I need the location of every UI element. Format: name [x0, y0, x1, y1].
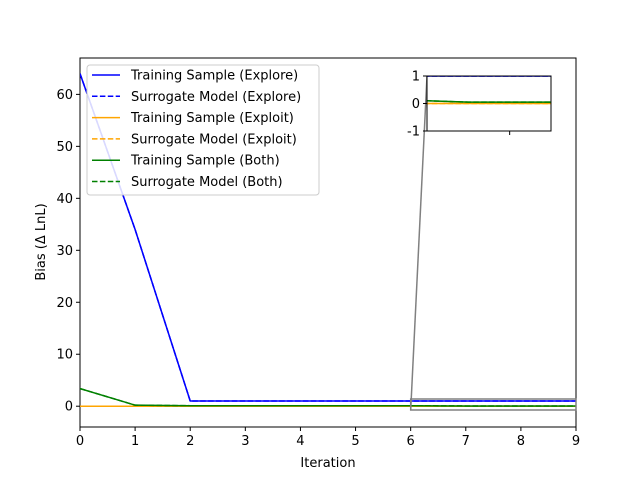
- legend-label-4: Surrogate Model (Exploit): [131, 132, 297, 147]
- legend: Training Sample (Explore) Surrogate Model…: [86, 64, 320, 196]
- y-axis-label: Bias (Δ LnL): [34, 203, 49, 280]
- y-tick-label: 50: [56, 140, 73, 155]
- x-tick-label: 3: [241, 434, 249, 449]
- x-tick-label: 0: [76, 434, 84, 449]
- x-tick-label: 8: [517, 434, 525, 449]
- x-tick-label: 9: [572, 434, 580, 449]
- inset-plot: -1 0 1: [407, 70, 552, 140]
- series-line-5: [80, 387, 576, 407]
- series-line-6: [80, 387, 576, 407]
- zoom-indicator: [409, 75, 577, 411]
- zoom-connector-left: [409, 75, 428, 411]
- x-tick-label: 6: [407, 434, 415, 449]
- y-tick-label: 30: [56, 244, 73, 259]
- x-tick-label: 2: [186, 434, 194, 449]
- legend-label-5: Training Sample (Both): [130, 154, 280, 169]
- legend-label-2: Surrogate Model (Explore): [131, 90, 301, 105]
- legend-label-3: Training Sample (Exploit): [130, 111, 294, 126]
- y-tick-label: 40: [56, 192, 73, 207]
- legend-box: [86, 64, 320, 196]
- inset-y-tick-label: -1: [407, 125, 420, 140]
- x-axis-label: Iteration: [300, 456, 355, 471]
- legend-label-1: Training Sample (Explore): [130, 69, 298, 84]
- y-tick-label: 10: [56, 348, 73, 363]
- y-tick-label: 0: [65, 400, 73, 415]
- legend-label-6: Surrogate Model (Both): [131, 175, 283, 190]
- x-tick-label: 5: [351, 434, 359, 449]
- series-line-2: [80, 73, 576, 402]
- main-plot-frame: [79, 57, 577, 428]
- inset-y-tick-label: 1: [412, 70, 420, 85]
- y-tick-label: 60: [56, 88, 73, 103]
- x-tick-label: 1: [131, 434, 139, 449]
- x-tick-label: 7: [462, 434, 470, 449]
- x-tick-label: 4: [296, 434, 304, 449]
- inset-series-line-5: [427, 100, 551, 103]
- inset-y-tick-label: 0: [412, 97, 420, 112]
- y-tick-label: 20: [56, 296, 73, 311]
